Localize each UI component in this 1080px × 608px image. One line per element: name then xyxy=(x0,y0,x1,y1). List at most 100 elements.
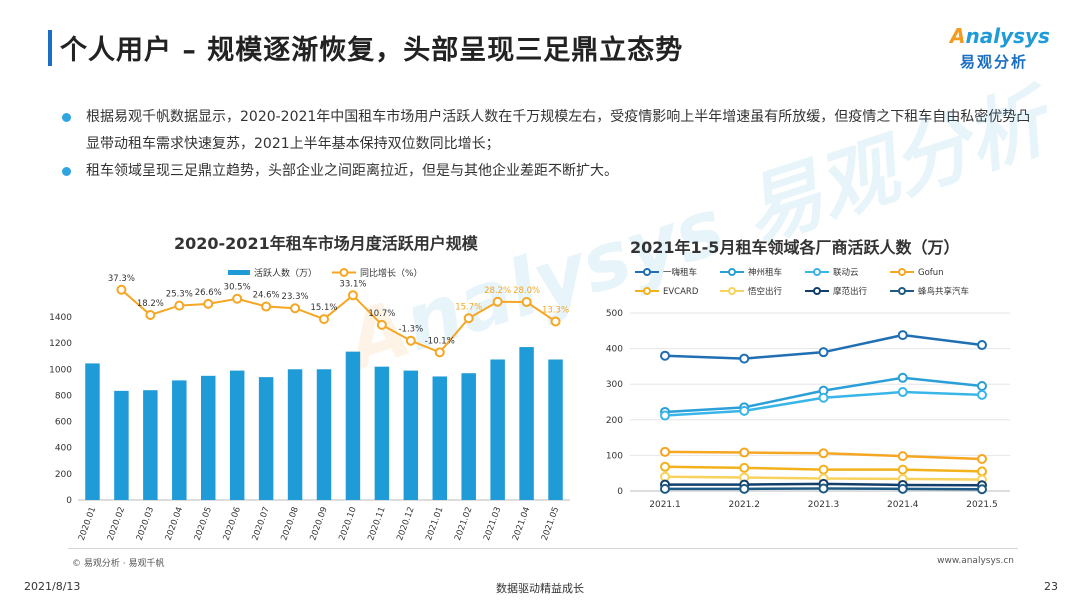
x-tick-label: 2021.02 xyxy=(453,506,474,542)
page-number: 23 xyxy=(1044,580,1058,593)
series-point xyxy=(897,451,908,462)
growth-data-label: 24.6% xyxy=(253,291,280,301)
growth-point xyxy=(434,347,445,358)
series-point xyxy=(818,347,829,358)
growth-data-label: 30.5% xyxy=(224,283,251,293)
growth-data-label: 10.7% xyxy=(368,309,395,319)
x-tick-label: 2021.2 xyxy=(729,500,761,510)
x-tick-label: 2020.11 xyxy=(366,506,387,542)
legend-label: 悟空出行 xyxy=(748,286,783,297)
x-tick-label: 2020.03 xyxy=(135,506,156,542)
summary-bullets: 根据易观千帆数据显示，2020-2021年中国租车市场用户活跃人数在千万规模左右… xyxy=(62,104,1042,185)
analysys-logo: Analysys 易观分析 xyxy=(940,24,1050,76)
legend-marker xyxy=(339,268,349,277)
growth-point xyxy=(174,300,185,311)
y-tick-label: 0 xyxy=(66,496,72,506)
footer-divider xyxy=(68,548,1018,549)
legend-label: 神州租车 xyxy=(748,267,782,278)
growth-point xyxy=(145,309,156,320)
legend-marker xyxy=(728,287,736,295)
series-point xyxy=(739,462,750,473)
x-tick-label: 2020.07 xyxy=(251,506,272,542)
legend-marker xyxy=(813,287,821,295)
growth-point xyxy=(347,290,358,301)
growth-point xyxy=(319,314,329,325)
legend-label: 一嗨租车 xyxy=(663,267,697,278)
growth-data-label: -1.3% xyxy=(398,325,423,335)
bar-active-users xyxy=(403,370,419,500)
bar-active-users xyxy=(85,363,100,500)
series-point xyxy=(818,464,829,475)
bar-active-users xyxy=(432,376,447,500)
series-point xyxy=(818,392,829,403)
x-tick-label: 2020.06 xyxy=(222,506,243,542)
bullet-dot-icon xyxy=(62,113,71,122)
growth-data-label: 28.2% xyxy=(484,286,511,296)
y-tick-label: 800 xyxy=(55,391,72,401)
series-point xyxy=(739,447,750,458)
vendor-active-users-chart: 一嗨租车 神州租车 联动云 Gofun EVCARD 悟空出行 摩范出行 蜂鸟共享汽车 0 100… xyxy=(606,267,1010,510)
y-tick-label: 1000 xyxy=(49,365,72,375)
series-point xyxy=(660,446,670,457)
growth-data-label: 33.1% xyxy=(339,279,366,289)
website-link[interactable]: www.analysys.cn xyxy=(937,556,1014,566)
chart2-legend: 一嗨租车 神州租车 联动云 Gofun EVCARD 悟空出行 摩范出行 蜂鸟共享汽车 xyxy=(635,267,969,297)
y-tick-label: 600 xyxy=(55,418,72,428)
series-point xyxy=(660,471,670,482)
series-point xyxy=(977,453,987,464)
bar-active-users xyxy=(172,380,187,500)
series-point xyxy=(818,448,829,459)
growth-data-label: -10.1% xyxy=(425,336,455,346)
x-tick-label: 2020.04 xyxy=(164,506,185,542)
bar-active-users xyxy=(229,370,245,500)
x-tick-label: 2021.04 xyxy=(511,506,532,542)
legend-label: 蜂鸟共享汽车 xyxy=(918,286,969,297)
series-point xyxy=(739,405,750,416)
series-point xyxy=(660,410,670,421)
bullet-item: 根据易观千帆数据显示，2020-2021年中国租车市场用户活跃人数在千万规模左右… xyxy=(62,104,1042,158)
legend-marker xyxy=(898,268,906,276)
x-tick-label: 2021.05 xyxy=(540,506,561,542)
y-tick-label: 400 xyxy=(55,444,72,454)
series-point xyxy=(818,483,829,494)
footer-slogan: 数据驱动精益成长 xyxy=(496,582,584,595)
series-point xyxy=(977,484,987,495)
bullet-text: 租车领域呈现三足鼎立趋势，头部企业之间距离拉近，但是与其他企业差距不断扩大。 xyxy=(86,163,618,179)
growth-data-label: 37.3% xyxy=(108,274,135,284)
series-point xyxy=(977,389,987,400)
growth-point xyxy=(203,298,214,309)
growth-data-label: 23.3% xyxy=(282,292,309,302)
bullet-item: 租车领域呈现三足鼎立趋势，头部企业之间距离拉近，但是与其他企业差距不断扩大。 xyxy=(62,158,1042,185)
growth-point xyxy=(116,284,127,295)
y-tick-label: 1400 xyxy=(49,313,72,323)
growth-data-label: 13.3% xyxy=(542,305,569,315)
bar-active-users xyxy=(345,351,361,500)
growth-data-label: 28.0% xyxy=(513,286,540,296)
series-point xyxy=(739,353,750,364)
growth-point xyxy=(261,301,272,312)
logo-wordmark: nalysys xyxy=(965,24,1050,48)
growth-point xyxy=(463,313,474,324)
growth-data-label: 25.3% xyxy=(166,290,193,300)
x-tick-label: 2021.4 xyxy=(887,500,919,510)
growth-line xyxy=(120,289,557,354)
monthly-active-users-chart: 活跃人数（万） 同比增长（%） 0 200 400 600 800 1000 1200 1400 2… xyxy=(49,267,570,542)
x-tick-label: 2020.10 xyxy=(337,506,358,542)
series-point xyxy=(897,330,908,341)
copyright: © 易观分析 · 易观千帆 xyxy=(72,559,165,569)
legend-label: EVCARD xyxy=(663,287,699,297)
chart1-title: 2020-2021年租车市场月度活跃用户规模 xyxy=(174,234,478,253)
series-point xyxy=(977,340,987,351)
x-tick-label: 2021.01 xyxy=(424,506,445,542)
x-tick-label: 2020.01 xyxy=(77,506,98,542)
page-title: 个人用户 – 规模逐渐恢复，头部呈现三足鼎立态势 xyxy=(60,35,684,66)
legend-label-line: 同比增长（%） xyxy=(360,267,423,279)
series-point xyxy=(897,483,908,494)
growth-point xyxy=(290,303,301,314)
bar-active-users xyxy=(548,359,563,500)
growth-point xyxy=(550,316,561,327)
x-tick-label: 2020.09 xyxy=(308,506,329,542)
series-point xyxy=(660,461,670,472)
x-tick-label: 2021.3 xyxy=(808,500,840,510)
bar-active-users xyxy=(258,377,274,500)
